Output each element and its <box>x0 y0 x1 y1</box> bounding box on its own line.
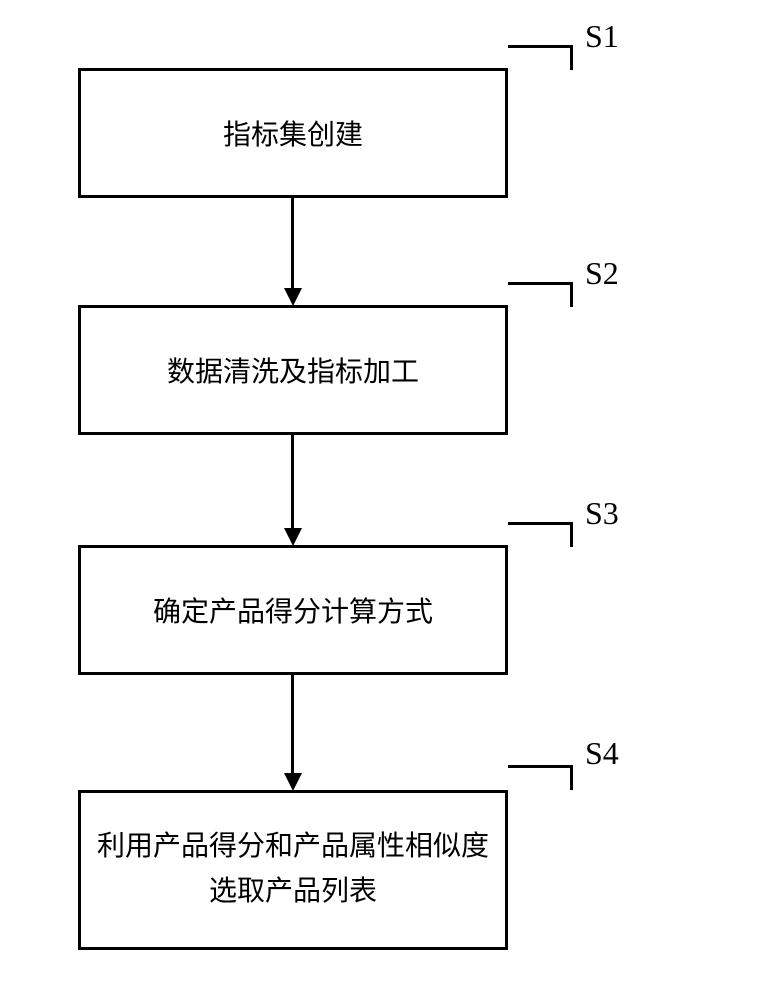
arrow-s2-s3 <box>291 435 294 530</box>
arrow-head-s3-s4 <box>284 773 302 791</box>
s3-label: S3 <box>585 495 619 532</box>
step-s4: 利用产品得分和产品属性相似度 选取产品列表 <box>78 790 508 950</box>
arrow-s1-s2 <box>291 198 294 290</box>
s3-label-connector <box>508 522 573 547</box>
flowchart-container: S1 指标集创建 S2 数据清洗及指标加工 S3 确定产品得分计算方式 S4 利… <box>0 0 765 1000</box>
s2-label-connector <box>508 282 573 307</box>
s1-label: S1 <box>585 18 619 55</box>
s4-label-connector <box>508 765 573 790</box>
s4-label: S4 <box>585 735 619 772</box>
s4-text-line1: 利用产品得分和产品属性相似度 <box>97 825 489 870</box>
s3-text: 确定产品得分计算方式 <box>153 590 433 630</box>
arrow-head-s1-s2 <box>284 288 302 306</box>
s1-text: 指标集创建 <box>223 113 363 153</box>
arrow-s3-s4 <box>291 675 294 775</box>
s4-text-line2: 选取产品列表 <box>209 870 377 915</box>
step-s1: 指标集创建 <box>78 68 508 198</box>
s1-label-connector <box>508 45 573 70</box>
step-s3: 确定产品得分计算方式 <box>78 545 508 675</box>
s2-text: 数据清洗及指标加工 <box>167 350 419 390</box>
step-s2: 数据清洗及指标加工 <box>78 305 508 435</box>
arrow-head-s2-s3 <box>284 528 302 546</box>
s2-label: S2 <box>585 255 619 292</box>
